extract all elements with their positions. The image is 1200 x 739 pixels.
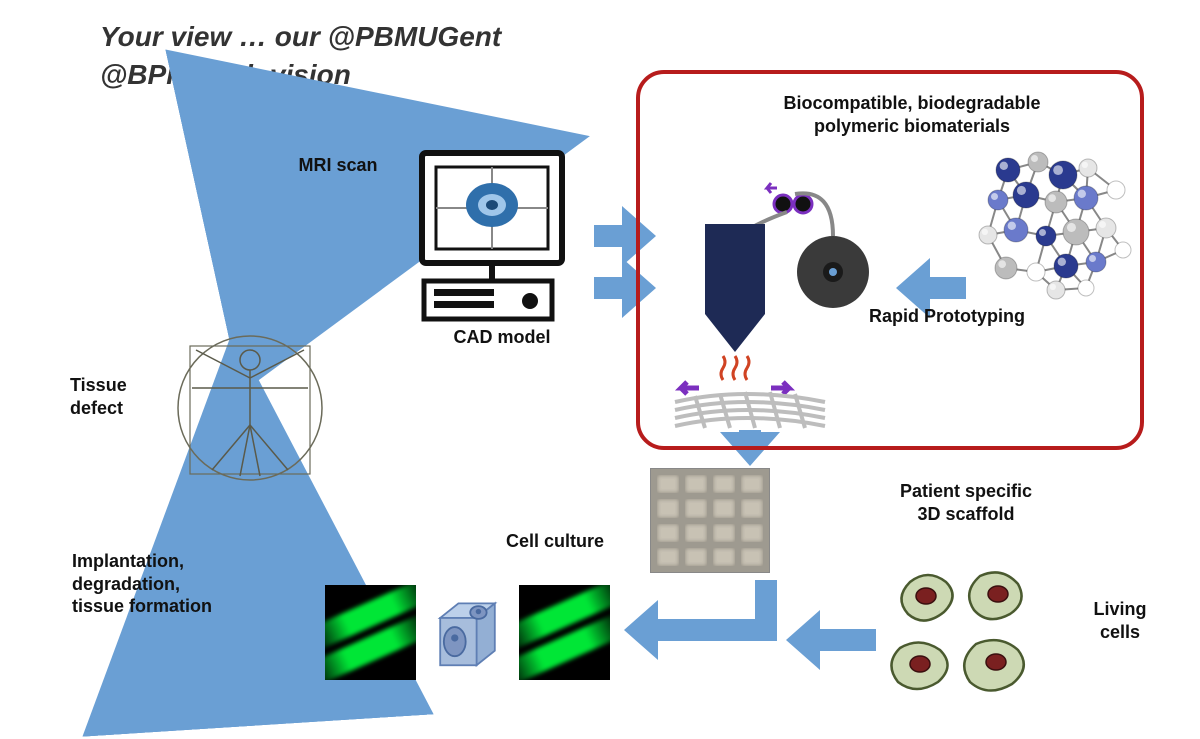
cells-icon: [880, 562, 1060, 712]
molecule-icon: [968, 140, 1148, 310]
fluorescence-image-1: [325, 585, 416, 680]
scaffold-image: [650, 468, 770, 573]
scaffold-cube-icon: [422, 585, 513, 680]
label-culture: Cell culture: [480, 530, 630, 553]
culture-panel: [325, 585, 610, 680]
title-line2: @BPhotVub vision: [100, 59, 351, 90]
label-biomat: Biocompatible, biodegradable polymeric b…: [752, 92, 1072, 137]
title-line1: Your view … our @PBMUGent: [100, 21, 501, 52]
label-scaffold: Patient specific 3D scaffold: [856, 480, 1076, 525]
label-mri: MRI scan: [278, 154, 398, 177]
computer-icon: [412, 145, 582, 325]
label-implant: Implantation, degradation, tissue format…: [72, 550, 282, 618]
page-title: Your view … our @PBMUGent @BPhotVub visi…: [100, 18, 501, 94]
label-living: Living cells: [1060, 598, 1180, 643]
label-defect: Tissue defect: [70, 374, 180, 419]
vitruvian-icon: [170, 320, 330, 490]
label-cad: CAD model: [432, 326, 572, 349]
printer-icon: [665, 174, 905, 434]
fluorescence-image-2: [519, 585, 610, 680]
